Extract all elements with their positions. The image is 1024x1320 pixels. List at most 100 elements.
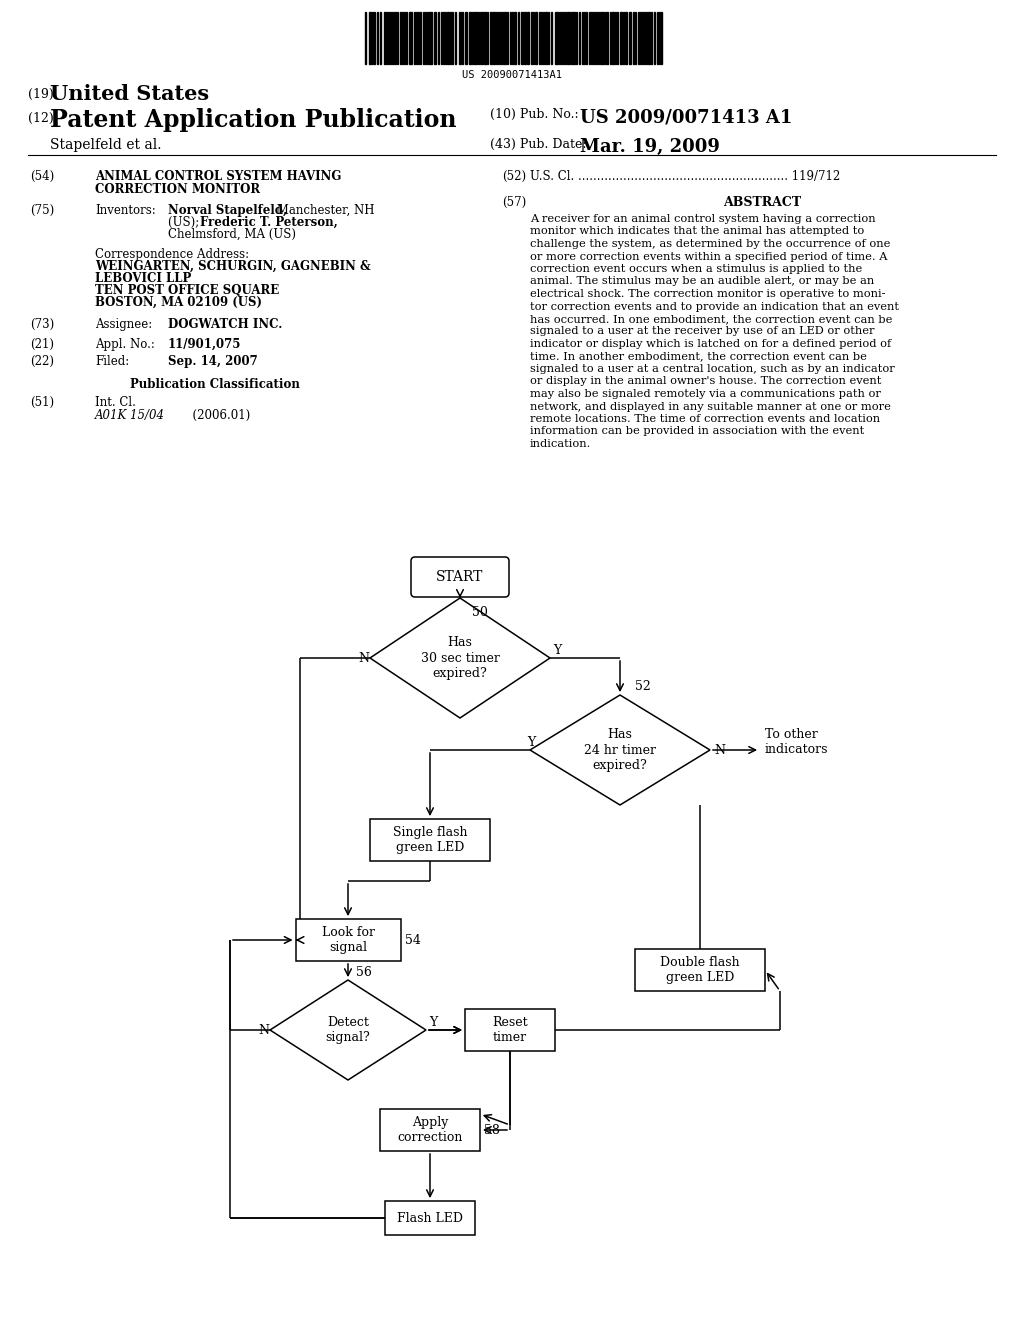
Text: (12): (12) <box>28 112 53 125</box>
Text: 50: 50 <box>472 606 487 619</box>
Text: monitor which indicates that the animal has attempted to: monitor which indicates that the animal … <box>530 227 864 236</box>
Bar <box>629 12 631 63</box>
Text: ABSTRACT: ABSTRACT <box>723 195 801 209</box>
Text: Apply
correction: Apply correction <box>397 1115 463 1144</box>
Bar <box>620 12 622 63</box>
Text: remote locations. The time of correction events and location: remote locations. The time of correction… <box>530 414 880 424</box>
Text: (2006.01): (2006.01) <box>170 409 250 422</box>
Text: Filed:: Filed: <box>95 355 129 368</box>
Text: WEINGARTEN, SCHURGIN, GAGNEBIN &: WEINGARTEN, SCHURGIN, GAGNEBIN & <box>95 260 371 273</box>
Bar <box>409 12 412 63</box>
Text: signaled to a user at a central location, such as by an indicator: signaled to a user at a central location… <box>530 364 895 374</box>
Text: N: N <box>358 652 369 664</box>
Bar <box>524 12 526 63</box>
Bar <box>465 12 467 63</box>
Text: Detect
signal?: Detect signal? <box>326 1016 371 1044</box>
Text: Chelmsford, MA (US): Chelmsford, MA (US) <box>168 228 296 242</box>
Text: indicator or display which is latched on for a defined period of: indicator or display which is latched on… <box>530 339 891 348</box>
Text: United States: United States <box>50 84 209 104</box>
Polygon shape <box>370 598 550 718</box>
Text: has occurred. In one embodiment, the correction event can be: has occurred. In one embodiment, the cor… <box>530 314 892 323</box>
Bar <box>527 12 529 63</box>
Bar <box>535 12 537 63</box>
Bar <box>369 12 371 63</box>
Bar <box>567 12 569 63</box>
Bar <box>635 949 765 991</box>
Text: Look for
signal: Look for signal <box>322 927 375 954</box>
Text: electrical shock. The correction monitor is operative to moni-: electrical shock. The correction monitor… <box>530 289 886 300</box>
Text: Single flash
green LED: Single flash green LED <box>393 826 467 854</box>
Bar <box>447 12 449 63</box>
Bar <box>493 12 495 63</box>
Bar <box>601 12 603 63</box>
Text: US 20090071413A1: US 20090071413A1 <box>462 70 562 81</box>
Text: Appl. No.:: Appl. No.: <box>95 338 155 351</box>
Bar <box>370 818 490 861</box>
Bar <box>380 1109 480 1151</box>
Polygon shape <box>530 696 710 805</box>
Text: Sep. 14, 2007: Sep. 14, 2007 <box>168 355 258 368</box>
Bar <box>572 12 575 63</box>
Text: N: N <box>258 1023 269 1036</box>
Bar <box>490 12 492 63</box>
Text: challenge the system, as determined by the occurrence of one: challenge the system, as determined by t… <box>530 239 891 249</box>
Text: (51): (51) <box>30 396 54 409</box>
Text: A receiver for an animal control system having a correction: A receiver for an animal control system … <box>530 214 876 224</box>
Bar <box>545 12 547 63</box>
Text: Y: Y <box>429 1015 437 1028</box>
Text: Flash LED: Flash LED <box>397 1212 463 1225</box>
Text: TEN POST OFFICE SQUARE: TEN POST OFFICE SQUARE <box>95 284 280 297</box>
Text: 54: 54 <box>404 933 421 946</box>
Bar <box>555 12 558 63</box>
Text: (21): (21) <box>30 338 54 351</box>
Bar <box>465 1008 555 1051</box>
Text: Double flash
green LED: Double flash green LED <box>660 956 739 983</box>
Text: Stapelfeld et al.: Stapelfeld et al. <box>50 139 162 152</box>
Text: Correspondence Address:: Correspondence Address: <box>95 248 249 261</box>
Text: Assignee:: Assignee: <box>95 318 153 331</box>
Bar <box>429 12 432 63</box>
Text: (US);: (US); <box>168 216 203 228</box>
Bar <box>612 12 614 63</box>
Text: ANIMAL CONTROL SYSTEM HAVING: ANIMAL CONTROL SYSTEM HAVING <box>95 170 341 183</box>
Text: LEBOVICI LLP: LEBOVICI LLP <box>95 272 191 285</box>
Text: (73): (73) <box>30 318 54 331</box>
Bar <box>484 12 486 63</box>
Text: (75): (75) <box>30 205 54 216</box>
Bar <box>296 919 400 961</box>
Text: DOGWATCH INC.: DOGWATCH INC. <box>168 318 283 331</box>
Text: Has
30 sec timer
expired?: Has 30 sec timer expired? <box>421 636 500 680</box>
Text: correction event occurs when a stimulus is applied to the: correction event occurs when a stimulus … <box>530 264 862 275</box>
Text: 58: 58 <box>484 1123 500 1137</box>
Bar <box>385 1201 475 1236</box>
Text: or display in the animal owner's house. The correction event: or display in the animal owner's house. … <box>530 376 882 387</box>
Text: U.S. Cl. ........................................................ 119/712: U.S. Cl. ...............................… <box>530 170 841 183</box>
Bar <box>481 12 483 63</box>
Text: may also be signaled remotely via a communications path or: may also be signaled remotely via a comm… <box>530 389 881 399</box>
Text: Mar. 19, 2009: Mar. 19, 2009 <box>580 139 720 156</box>
Text: Patent Application Publication: Patent Application Publication <box>50 108 457 132</box>
Text: signaled to a user at the receiver by use of an LED or other: signaled to a user at the receiver by us… <box>530 326 874 337</box>
Text: To other
indicators: To other indicators <box>765 729 828 756</box>
Text: US 2009/0071413 A1: US 2009/0071413 A1 <box>580 108 793 125</box>
Text: (19): (19) <box>28 88 53 102</box>
Text: BOSTON, MA 02109 (US): BOSTON, MA 02109 (US) <box>95 296 262 309</box>
Text: information can be provided in association with the event: information can be provided in associati… <box>530 426 864 437</box>
Text: START: START <box>436 570 483 583</box>
Text: or more correction events within a specified period of time. A: or more correction events within a speci… <box>530 252 888 261</box>
Text: 56: 56 <box>356 965 372 978</box>
Text: (10) Pub. No.:: (10) Pub. No.: <box>490 108 579 121</box>
FancyBboxPatch shape <box>411 557 509 597</box>
Text: (22): (22) <box>30 355 54 368</box>
Bar <box>625 12 627 63</box>
Bar <box>648 12 650 63</box>
Text: Y: Y <box>527 735 536 748</box>
Bar <box>504 12 506 63</box>
Text: (52): (52) <box>502 170 526 183</box>
Text: time. In another embodiment, the correction event can be: time. In another embodiment, the correct… <box>530 351 867 362</box>
Bar <box>474 12 476 63</box>
Text: tor correction events and to provide an indication that an event: tor correction events and to provide an … <box>530 301 899 312</box>
Text: (43) Pub. Date:: (43) Pub. Date: <box>490 139 587 150</box>
Bar <box>469 12 471 63</box>
Bar <box>606 12 608 63</box>
